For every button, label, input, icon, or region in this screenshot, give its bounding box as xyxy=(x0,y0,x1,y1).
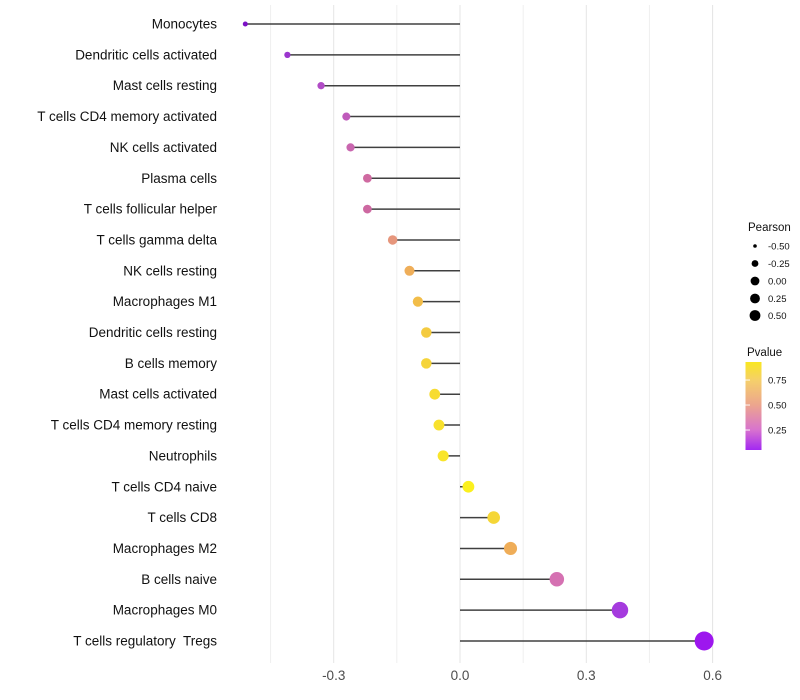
size-legend-label: -0.50 xyxy=(768,242,790,253)
category-label: T cells CD8 xyxy=(147,510,217,525)
size-legend-dot xyxy=(750,276,760,286)
x-axis-tick-labels: -0.3 0.0 0.3 0.6 xyxy=(322,668,722,683)
color-gradient-bar xyxy=(745,362,762,450)
size-legend-label: 0.25 xyxy=(768,294,787,305)
color-legend-title: Pvalue xyxy=(747,347,782,359)
size-legend-entries: -0.50 -0.25 0.00 0.25 0.50 xyxy=(749,242,790,322)
lollipop-point xyxy=(363,204,372,214)
category-label: T cells follicular helper xyxy=(84,202,218,217)
x-tick-label: 0.3 xyxy=(577,668,596,683)
gridlines xyxy=(270,5,714,663)
x-tick-label: 0.0 xyxy=(451,668,470,683)
category-label: NK cells resting xyxy=(123,263,217,278)
color-legend-label: 0.75 xyxy=(768,376,787,387)
color-legend: Pvalue 0.75 0.50 0.25 xyxy=(745,347,787,450)
category-label: Dendritic cells resting xyxy=(89,325,217,340)
lollipop-point xyxy=(429,388,441,400)
color-legend-label: 0.25 xyxy=(768,426,787,437)
size-legend: Pearson -0.50 -0.25 0.00 0.25 0.50 xyxy=(748,222,791,322)
lollipop-point xyxy=(462,480,475,493)
size-legend-label: 0.00 xyxy=(768,277,787,288)
category-label: Monocytes xyxy=(152,17,218,32)
category-label: T cells CD4 naive xyxy=(111,479,217,494)
category-label: B cells naive xyxy=(141,572,217,587)
lollipop-point xyxy=(284,51,291,58)
lollipop-point xyxy=(437,450,449,462)
lollipop-point xyxy=(242,21,248,27)
category-label: Dendritic cells activated xyxy=(75,47,217,62)
category-label: Macrophages M1 xyxy=(113,294,217,309)
lollipop-point xyxy=(421,358,432,369)
lollipop-point xyxy=(317,82,325,90)
x-tick-label: 0.6 xyxy=(703,668,722,683)
lollipop-point xyxy=(694,631,714,651)
lollipop-point xyxy=(412,296,424,307)
size-legend-dot xyxy=(749,310,761,321)
category-label: Macrophages M2 xyxy=(113,541,217,556)
category-label: NK cells activated xyxy=(110,140,217,155)
category-label: B cells memory xyxy=(125,356,218,371)
category-label: T cells CD4 memory resting xyxy=(51,418,217,433)
lollipop-point xyxy=(363,173,372,183)
lollipop-point xyxy=(433,419,445,431)
x-tick-label: -0.3 xyxy=(322,668,345,683)
size-legend-label: 0.50 xyxy=(768,311,787,322)
lollipop-point xyxy=(487,511,500,524)
category-label: Plasma cells xyxy=(141,171,217,186)
size-legend-title: Pearson xyxy=(748,222,791,234)
lollipop-point xyxy=(387,235,398,245)
size-legend-label: -0.25 xyxy=(768,259,790,270)
category-label: Macrophages M0 xyxy=(113,603,217,618)
color-legend-entries: 0.75 0.50 0.25 xyxy=(745,376,787,437)
category-label: Mast cells activated xyxy=(99,387,217,402)
lollipop-point xyxy=(404,265,415,276)
lollipop-rows: Monocytes Dendritic cells activated Mast c… xyxy=(37,17,714,651)
size-legend-dot xyxy=(751,260,759,267)
category-label: Mast cells resting xyxy=(113,78,217,93)
lollipop-point xyxy=(421,327,432,338)
size-legend-dot xyxy=(753,244,757,248)
lollipop-point xyxy=(346,143,355,152)
lollipop-point xyxy=(611,601,629,619)
category-label: Neutrophils xyxy=(149,448,218,463)
lollipop-point xyxy=(503,541,518,555)
color-legend-label: 0.50 xyxy=(768,401,787,412)
category-label: T cells gamma delta xyxy=(96,232,217,247)
lollipop-point xyxy=(549,572,565,587)
category-label: T cells regulatory Tregs xyxy=(73,634,217,649)
size-legend-dot xyxy=(750,293,760,304)
lollipop-point xyxy=(342,112,351,121)
category-label: T cells CD4 memory activated xyxy=(37,109,217,124)
